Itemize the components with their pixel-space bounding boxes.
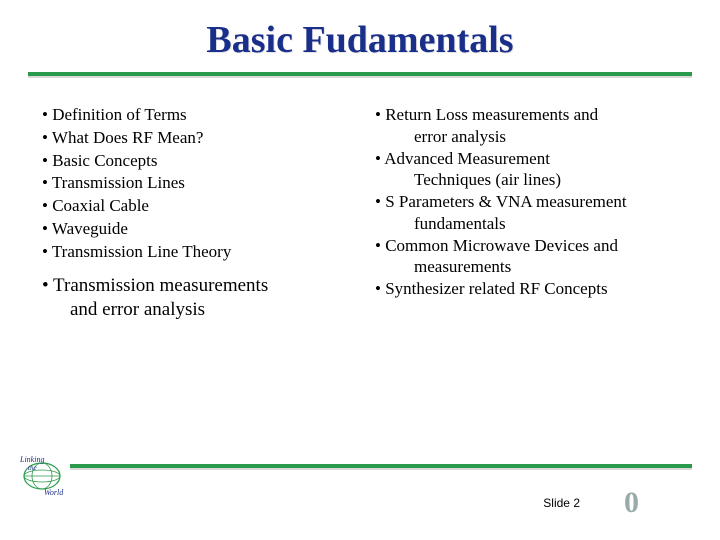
bullet-item: • Transmission Lines	[42, 172, 355, 194]
bullet-item-large: • Transmission measurements	[42, 274, 355, 298]
bullet-text: • Advanced Measurement	[375, 149, 550, 168]
bullet-item: • Waveguide	[42, 218, 355, 240]
svg-text:the: the	[28, 464, 37, 472]
bullet-text: • Return Loss measurements and	[375, 105, 598, 124]
bullet-item: • Common Microwave Devices and measureme…	[375, 235, 692, 279]
svg-text:Linking: Linking	[19, 455, 44, 464]
bullet-item: • What Does RF Mean?	[42, 127, 355, 149]
slide-number: Slide 2	[543, 496, 580, 510]
page-title: Basic Fudamentals	[0, 0, 720, 72]
page-counter-zero: 0	[624, 486, 638, 520]
bullet-item: • Advanced Measurement Techniques (air l…	[375, 148, 692, 192]
bullet-item: • Return Loss measurements and error ana…	[375, 104, 692, 148]
bullet-text: • S Parameters & VNA measurement	[375, 192, 627, 211]
left-column: • Definition of Terms • What Does RF Mea…	[42, 104, 367, 322]
right-column: • Return Loss measurements and error ana…	[367, 104, 692, 322]
bullet-item: • Transmission Line Theory	[42, 241, 355, 263]
bullet-text-cont: measurements	[386, 256, 692, 278]
bullet-text: • Synthesizer related RF Concepts	[375, 279, 608, 298]
content-columns: • Definition of Terms • What Does RF Mea…	[0, 76, 720, 322]
bullet-item: • Basic Concepts	[42, 150, 355, 172]
bullet-item-large-cont: and error analysis	[42, 298, 355, 322]
footer-divider	[70, 464, 692, 468]
bullet-item: • Coaxial Cable	[42, 195, 355, 217]
bullet-text: • Common Microwave Devices and	[375, 236, 618, 255]
bullet-item: • S Parameters & VNA measurement fundame…	[375, 191, 692, 235]
bullet-item: • Definition of Terms	[42, 104, 355, 126]
bullet-item: • Synthesizer related RF Concepts	[375, 278, 692, 300]
svg-text:World: World	[44, 488, 64, 497]
bullet-text-cont: error analysis	[386, 126, 692, 148]
bullet-text-cont: fundamentals	[386, 213, 692, 235]
linking-the-world-logo: Linking the World	[18, 454, 76, 498]
bullet-text-cont: Techniques (air lines)	[386, 169, 692, 191]
